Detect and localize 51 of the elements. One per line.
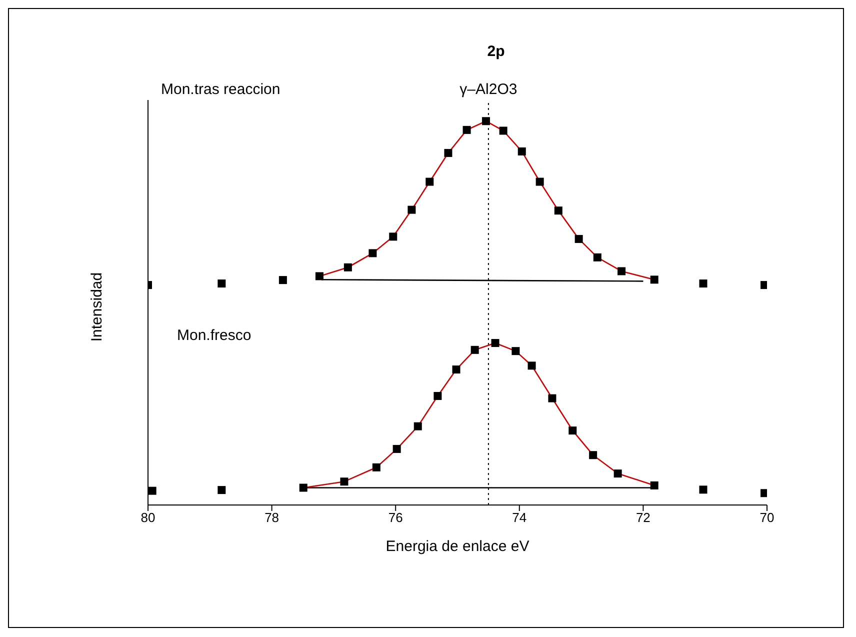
point bbox=[554, 206, 562, 215]
point bbox=[482, 117, 490, 126]
point bbox=[368, 249, 377, 258]
point bbox=[444, 148, 452, 157]
x-tick-label: 80 bbox=[140, 510, 156, 526]
x-axis-title: Energia de enlace eV bbox=[386, 538, 530, 555]
point bbox=[470, 346, 479, 354]
point bbox=[536, 178, 544, 186]
point bbox=[618, 267, 626, 276]
point bbox=[650, 481, 658, 490]
point bbox=[452, 365, 460, 374]
point bbox=[389, 232, 398, 241]
annotation: Mon.fresco bbox=[177, 327, 252, 344]
point bbox=[148, 486, 156, 495]
x-tick-label: 78 bbox=[264, 510, 280, 526]
point bbox=[548, 394, 556, 402]
point bbox=[499, 126, 508, 135]
point bbox=[340, 478, 348, 486]
point bbox=[315, 272, 324, 280]
x-tick-label: 72 bbox=[636, 510, 650, 526]
point bbox=[589, 451, 598, 460]
point bbox=[414, 422, 422, 430]
point bbox=[434, 392, 442, 400]
point bbox=[344, 263, 352, 272]
ref-line-label: γ–Al2O3 bbox=[460, 81, 518, 98]
point bbox=[278, 276, 287, 284]
point bbox=[699, 280, 708, 288]
point bbox=[491, 339, 500, 347]
point bbox=[699, 486, 708, 494]
point bbox=[372, 463, 380, 472]
x-tick-label: 74 bbox=[512, 510, 527, 526]
point bbox=[299, 484, 308, 492]
point bbox=[218, 486, 226, 494]
text: Mon.tras reaccion bbox=[161, 81, 280, 98]
x-tick-label: 70 bbox=[760, 510, 774, 526]
point bbox=[218, 280, 226, 288]
point bbox=[568, 426, 577, 435]
point bbox=[392, 444, 401, 453]
y-axis-title: Intensidad bbox=[88, 272, 106, 342]
point bbox=[512, 347, 520, 356]
point bbox=[650, 276, 658, 284]
point bbox=[426, 178, 434, 186]
point bbox=[574, 234, 583, 243]
point bbox=[462, 126, 471, 134]
point bbox=[408, 206, 416, 214]
point bbox=[518, 147, 526, 156]
x-tick-label: 76 bbox=[388, 510, 403, 526]
point bbox=[528, 362, 536, 370]
point bbox=[593, 253, 602, 262]
point bbox=[614, 470, 622, 478]
chart-title: 2p bbox=[486, 43, 506, 60]
